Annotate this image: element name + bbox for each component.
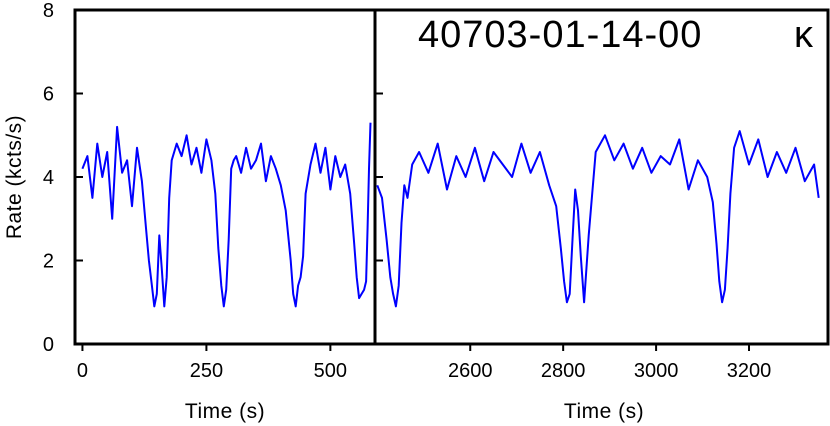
- y-tick-label-3: 6: [43, 84, 54, 106]
- variability-class-label: κ: [794, 14, 814, 56]
- observation-id-label: 40703-01-14-00: [418, 14, 702, 56]
- x-tick-label-1-2: 3000: [634, 360, 679, 382]
- y-axis-label: Rate (kcts/s): [3, 115, 26, 239]
- right-x-axis-label: Time (s): [564, 400, 644, 423]
- y-tick-label-0: 0: [43, 334, 54, 356]
- x-tick-label-1-0: 2600: [448, 360, 493, 382]
- left-panel: 0 250 500 Time (s): [73, 8, 377, 423]
- x-tick-label-1-1: 2800: [541, 360, 586, 382]
- right-panel-frame: [373, 8, 830, 346]
- x-tick-label-0-1: 250: [190, 360, 223, 382]
- y-tick-label-1: 2: [43, 251, 54, 273]
- left-x-axis-label: Time (s): [185, 400, 265, 423]
- right-panel: 2600 2800 3000 3200 Time (s): [373, 8, 830, 423]
- x-tick-label-0-2: 500: [314, 360, 347, 382]
- y-tick-label-2: 4: [43, 167, 54, 189]
- x-tick-label-1-3: 3200: [727, 360, 772, 382]
- series-line-left: [81, 122, 372, 308]
- left-x-ticks: 0 250 500: [77, 344, 347, 382]
- series-line-right: [376, 130, 820, 308]
- y-tick-label-4: 8: [43, 0, 54, 22]
- right-x-ticks: 2600 2800 3000 3200: [448, 344, 771, 382]
- x-tick-label-0-0: 0: [77, 360, 88, 382]
